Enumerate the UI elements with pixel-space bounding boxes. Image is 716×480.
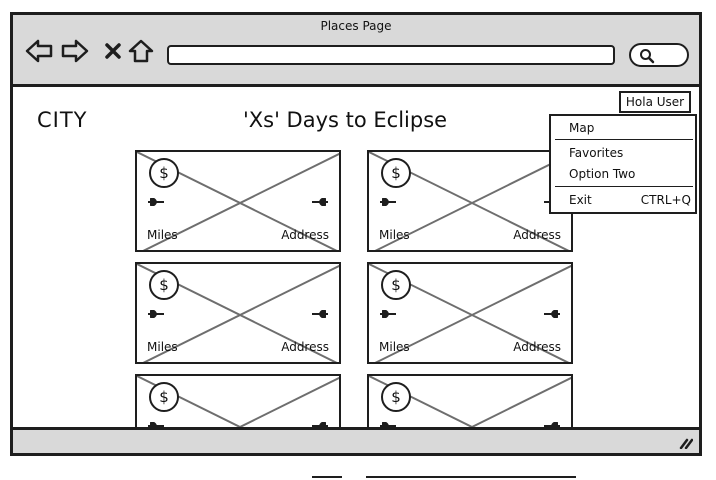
pointing-hand-left-icon: [380, 198, 396, 206]
menu-item-exit[interactable]: Exit: [569, 193, 592, 207]
pointing-hand-right-icon: [312, 310, 328, 318]
back-arrow-icon: [25, 39, 53, 63]
user-menu-button[interactable]: Hola User: [619, 91, 691, 113]
window-title: Places Page: [320, 19, 392, 33]
miles-label: Miles: [379, 340, 410, 354]
address-label: Address: [513, 228, 561, 242]
address-label: Address: [281, 228, 329, 242]
pointing-hand-left-icon: [380, 310, 396, 318]
menu-divider: [555, 139, 693, 140]
address-label: Address: [513, 340, 561, 354]
pointing-hand-right-icon: [312, 198, 328, 206]
stop-button[interactable]: [99, 37, 127, 65]
miles-label: Miles: [147, 228, 178, 242]
place-card[interactable]: $ Miles Address: [135, 262, 341, 364]
forward-arrow-icon: [61, 39, 89, 63]
forward-button[interactable]: [61, 37, 89, 65]
place-card[interactable]: $ Miles Address: [135, 374, 341, 430]
divider-line: [312, 476, 342, 478]
place-card[interactable]: $ Miles Address: [135, 150, 341, 252]
miles-label: Miles: [379, 228, 410, 242]
address-label: Address: [281, 340, 329, 354]
search-icon: [640, 49, 655, 64]
menu-item-favorites[interactable]: Favorites: [569, 146, 624, 160]
pointing-hand-left-icon: [148, 198, 164, 206]
menu-item-map[interactable]: Map: [569, 121, 595, 135]
pointing-hand-right-icon: [544, 310, 560, 318]
url-input[interactable]: [167, 45, 615, 65]
menu-item-option-two[interactable]: Option Two: [569, 167, 636, 181]
city-label: CITY: [37, 108, 88, 132]
price-icon[interactable]: $: [149, 158, 179, 188]
browser-toolbar: Places Page: [13, 15, 699, 87]
status-bar: [13, 427, 699, 453]
price-icon[interactable]: $: [381, 270, 411, 300]
home-icon: [128, 39, 154, 63]
user-dropdown-menu: Map Favorites Option Two Exit CTRL+Q: [549, 114, 697, 214]
back-button[interactable]: [25, 37, 53, 65]
browser-window: Places Page: [10, 12, 702, 456]
miles-label: Miles: [147, 340, 178, 354]
place-card[interactable]: $ Miles Address: [367, 374, 573, 430]
eclipse-countdown-heading: 'Xs' Days to Eclipse: [243, 108, 448, 132]
place-card[interactable]: $ Miles Address: [367, 262, 573, 364]
price-icon[interactable]: $: [381, 382, 411, 412]
menu-divider: [555, 186, 693, 187]
page-content: CITY 'Xs' Days to Eclipse $ Miles Addres…: [13, 90, 699, 430]
price-icon[interactable]: $: [381, 158, 411, 188]
close-x-icon: [105, 43, 121, 59]
search-button[interactable]: [629, 43, 689, 67]
divider-line: [366, 476, 576, 478]
price-icon[interactable]: $: [149, 382, 179, 412]
price-icon[interactable]: $: [149, 270, 179, 300]
exit-shortcut-label: CTRL+Q: [640, 193, 691, 207]
place-card[interactable]: $ Miles Address: [367, 150, 573, 252]
resize-grip-icon[interactable]: [679, 437, 693, 449]
pointing-hand-left-icon: [148, 310, 164, 318]
home-button[interactable]: [127, 37, 155, 65]
